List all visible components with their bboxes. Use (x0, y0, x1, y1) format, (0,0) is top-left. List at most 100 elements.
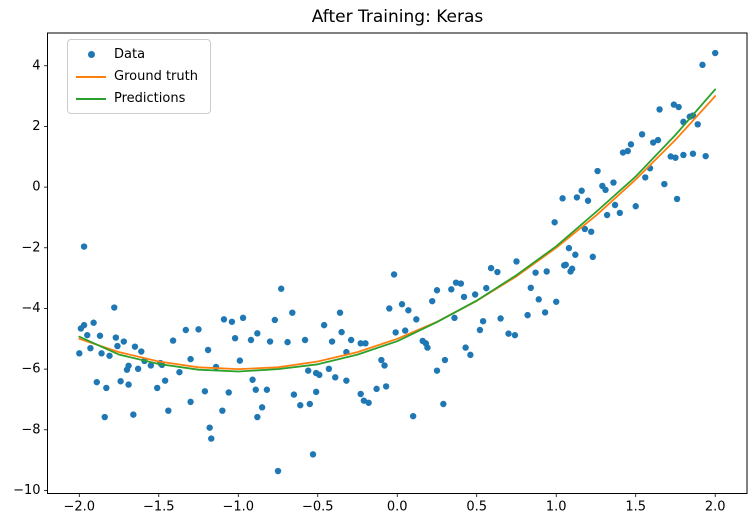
scatter-point (320, 321, 328, 329)
scatter-point (357, 340, 364, 347)
scatter-point (409, 412, 417, 420)
x-tick-label: −1.5 (143, 499, 175, 514)
predictions-line-icon (76, 94, 106, 104)
scatter-point (219, 407, 226, 414)
scatter-point (541, 309, 549, 316)
scatter-point (603, 211, 611, 219)
scatter-point (373, 385, 380, 393)
scatter-point (289, 309, 296, 316)
scatter-point (111, 304, 118, 311)
scatter-point (494, 268, 501, 276)
scatter-point (694, 121, 701, 128)
y-tick-label: −10 (13, 483, 40, 498)
legend-label-ground-truth: Ground truth (114, 69, 198, 84)
scatter-point (638, 131, 646, 138)
scatter-point (206, 424, 213, 431)
scatter-point (632, 203, 639, 210)
scatter-point (212, 363, 220, 371)
scatter-point (103, 384, 110, 392)
scatter-point (429, 297, 436, 305)
scatter-point (338, 328, 345, 336)
scatter-point (101, 413, 108, 421)
scatter-point (378, 356, 385, 364)
y-tick-label: 2 (32, 119, 40, 134)
scatter-point (362, 340, 369, 347)
scatter-point (497, 315, 504, 322)
x-tick-label: 1.5 (625, 499, 646, 514)
scatter-point (656, 106, 663, 113)
data-marker-icon (76, 50, 106, 60)
scatter-point (309, 451, 317, 458)
scatter-point (247, 336, 255, 344)
scatter-point (332, 374, 339, 381)
x-tick-label: 0.0 (387, 499, 408, 514)
x-tick-label: 0.5 (466, 499, 487, 514)
scatter-point (584, 197, 592, 204)
scatter-point (305, 367, 312, 374)
scatter-point (650, 139, 657, 146)
scatter-point (513, 258, 520, 265)
scatter-point (460, 293, 468, 301)
scatter-point (382, 383, 390, 390)
scatter-point (594, 167, 601, 175)
scatter-point (572, 251, 579, 258)
scatter-point (680, 151, 687, 159)
scatter-point (398, 301, 406, 308)
x-tick-label: −0.5 (302, 499, 334, 514)
scatter-point (187, 355, 194, 363)
scatter-point (559, 195, 566, 202)
scatter-point (661, 180, 668, 188)
scatter-point (336, 309, 344, 316)
ground-truth-line-icon (76, 72, 106, 82)
scatter-point (467, 351, 474, 359)
scatter-point (479, 317, 487, 325)
scatter-point (476, 326, 484, 334)
scatter-point (699, 61, 706, 69)
x-tick-label: 1.0 (546, 499, 567, 514)
scatter-point (96, 332, 104, 339)
legend-item-predictions: Predictions (76, 90, 198, 107)
scatter-point (424, 344, 431, 351)
scatter-point (266, 338, 274, 345)
scatter-point (147, 362, 155, 369)
scatter-point (187, 398, 194, 406)
scatter-point (325, 365, 333, 373)
scatter-point (208, 435, 215, 442)
y-tick-label: −8 (21, 422, 40, 437)
scatter-point (392, 329, 399, 336)
scatter-point (312, 388, 320, 396)
scatter-point (448, 286, 455, 293)
scatter-point (471, 291, 479, 298)
scatter-point (120, 338, 128, 345)
scatter-point (225, 389, 232, 396)
scatter-point (220, 316, 228, 323)
scatter-point (357, 390, 364, 398)
y-tick-label: −4 (21, 301, 40, 316)
scatter-point (527, 284, 534, 292)
scatter-point (80, 243, 88, 250)
y-tick-label: −2 (21, 240, 40, 255)
scatter-point (301, 336, 309, 344)
scatter-point (581, 225, 589, 233)
scatter-point (236, 357, 244, 364)
scatter-point (169, 337, 177, 344)
scatter-point (258, 404, 266, 411)
scatter-point (433, 287, 441, 294)
scatter-point (672, 154, 679, 161)
scatter-point (182, 326, 190, 334)
scatter-point (98, 350, 105, 357)
scatter-point (204, 346, 212, 354)
scatter-point (239, 314, 247, 322)
y-tick-label: −6 (21, 362, 40, 377)
scatter-point (457, 280, 465, 287)
scatter-point (689, 150, 697, 157)
scatter-point (451, 314, 458, 322)
x-tick-label: −1.0 (222, 499, 254, 514)
scatter-point (568, 265, 576, 272)
scatter-point (462, 344, 469, 351)
scatter-point (249, 376, 256, 383)
scatter-point (254, 330, 261, 337)
x-tick-label: 2.0 (705, 499, 726, 514)
scatter-point (165, 407, 172, 414)
scatter-point (365, 399, 372, 406)
